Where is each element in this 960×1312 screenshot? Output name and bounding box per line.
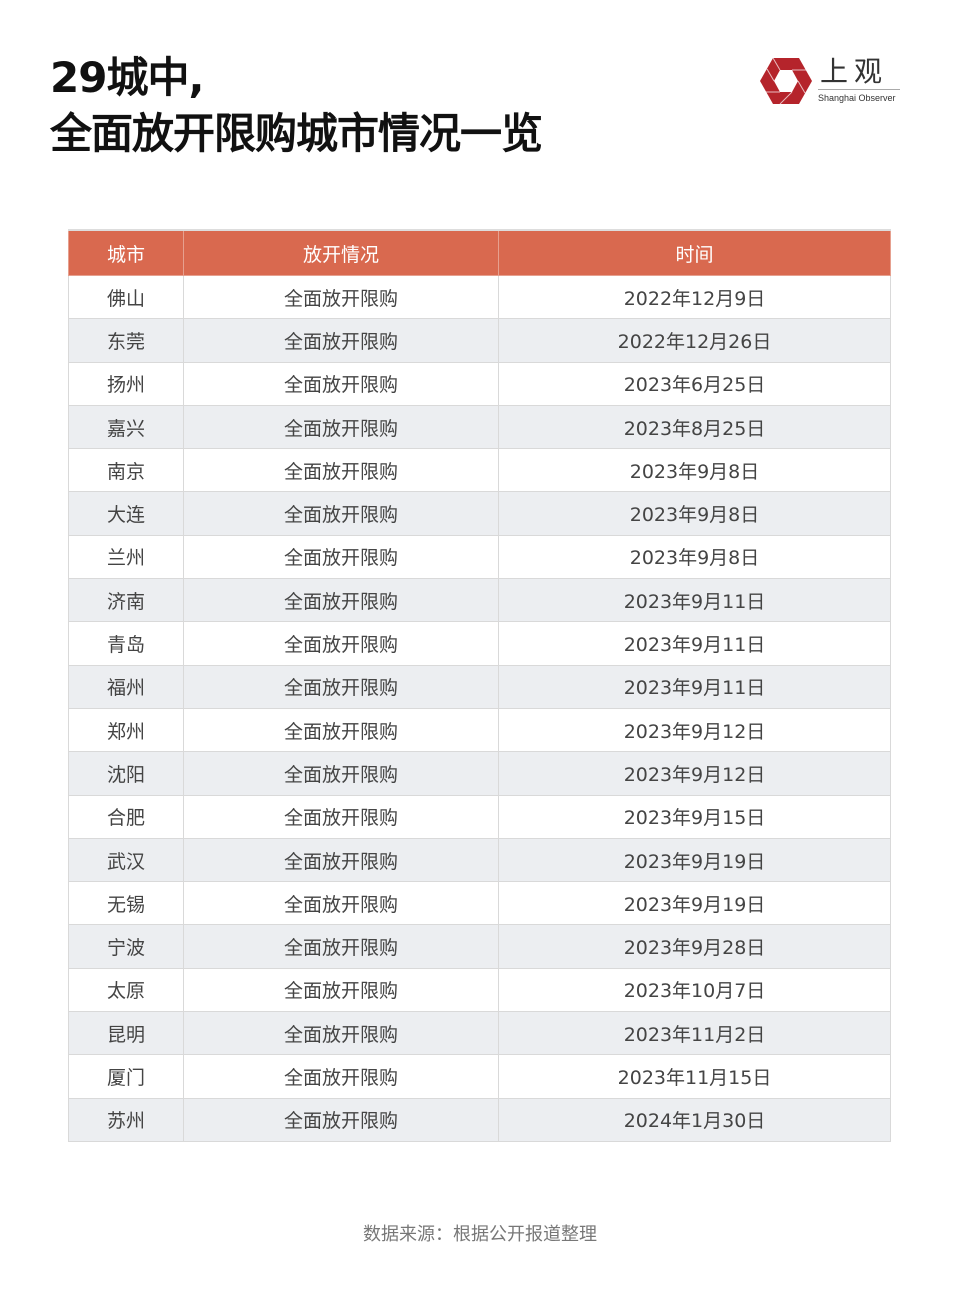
table-row: 南京 全面放开限购 2023年9月8日 (68, 448, 891, 493)
date-cell: 2023年9月15日 (498, 794, 891, 839)
status-cell: 全面放开限购 (183, 578, 499, 623)
date-cell: 2022年12月26日 (498, 318, 891, 363)
city-cell: 昆明 (68, 1011, 184, 1056)
title-line-2: 全面放开限购城市情况一览 (50, 109, 543, 158)
date-cell: 2023年6月25日 (498, 361, 891, 406)
status-cell: 全面放开限购 (183, 448, 499, 493)
status-cell: 全面放开限购 (183, 664, 499, 709)
date-cell: 2023年8月25日 (498, 404, 891, 450)
table-header-row: 城市 放开情况 时间 (68, 229, 891, 276)
table-row: 兰州 全面放开限购 2023年9月8日 (68, 534, 891, 580)
city-cell: 南京 (68, 448, 184, 493)
page-title: 29城中, 全面放开限购城市情况一览 (50, 50, 543, 162)
status-cell: 全面放开限购 (183, 837, 499, 883)
table-row: 合肥 全面放开限购 2023年9月15日 (68, 794, 891, 839)
status-cell: 全面放开限购 (183, 1011, 499, 1056)
logo-text-en: Shanghai Observer (818, 93, 896, 103)
table-row: 沈阳 全面放开限购 2023年9月12日 (68, 751, 891, 796)
date-cell: 2023年9月11日 (498, 578, 891, 623)
date-cell: 2023年11月15日 (498, 1054, 891, 1099)
table-row: 太原 全面放开限购 2023年10月7日 (68, 967, 891, 1013)
date-cell: 2024年1月30日 (498, 1097, 891, 1142)
table-row: 济南 全面放开限购 2023年9月11日 (68, 578, 891, 623)
date-cell: 2023年11月2日 (498, 1011, 891, 1056)
date-cell: 2023年9月19日 (498, 881, 891, 926)
status-cell: 全面放开限购 (183, 491, 499, 536)
city-cell: 合肥 (68, 794, 184, 839)
hexagon-logo-icon (760, 57, 812, 105)
city-cell: 兰州 (68, 534, 184, 580)
date-cell: 2023年9月28日 (498, 924, 891, 969)
status-cell: 全面放开限购 (183, 881, 499, 926)
city-cell: 沈阳 (68, 751, 184, 796)
table-row: 宁波 全面放开限购 2023年9月28日 (68, 924, 891, 969)
date-cell: 2023年9月11日 (498, 621, 891, 666)
city-cell: 东莞 (68, 318, 184, 363)
status-cell: 全面放开限购 (183, 751, 499, 796)
date-cell: 2023年9月12日 (498, 707, 891, 753)
city-cell: 济南 (68, 578, 184, 623)
status-cell: 全面放开限购 (183, 361, 499, 406)
logo-text-cn: 上观 (820, 55, 889, 88)
table-row: 大连 全面放开限购 2023年9月8日 (68, 491, 891, 536)
table-row: 郑州 全面放开限购 2023年9月12日 (68, 707, 891, 753)
header-status: 放开情况 (183, 229, 499, 276)
city-cell: 苏州 (68, 1097, 184, 1142)
city-cell: 青岛 (68, 621, 184, 666)
date-cell: 2023年10月7日 (498, 967, 891, 1013)
table-row: 福州 全面放开限购 2023年9月11日 (68, 664, 891, 709)
status-cell: 全面放开限购 (183, 967, 499, 1013)
table-row: 无锡 全面放开限购 2023年9月19日 (68, 881, 891, 926)
table-row: 厦门 全面放开限购 2023年11月15日 (68, 1054, 891, 1099)
source-note: 数据来源：根据公开报道整理 (363, 1224, 597, 1245)
status-cell: 全面放开限购 (183, 707, 499, 753)
city-cell: 嘉兴 (68, 404, 184, 450)
city-cell: 武汉 (68, 837, 184, 883)
city-cell: 宁波 (68, 924, 184, 969)
cities-table: 城市 放开情况 时间 佛山 全面放开限购 2022年12月9日 东莞 全面放开限购 202… (68, 229, 891, 1142)
status-cell: 全面放开限购 (183, 924, 499, 969)
city-cell: 扬州 (68, 361, 184, 406)
header-city: 城市 (68, 229, 184, 276)
status-cell: 全面放开限购 (183, 621, 499, 666)
table-row: 昆明 全面放开限购 2023年11月2日 (68, 1011, 891, 1056)
header-date: 时间 (498, 229, 891, 276)
title-line-1: 29城中, (50, 53, 204, 102)
date-cell: 2023年9月19日 (498, 837, 891, 883)
city-cell: 大连 (68, 491, 184, 536)
status-cell: 全面放开限购 (183, 318, 499, 363)
city-cell: 太原 (68, 967, 184, 1013)
city-cell: 无锡 (68, 881, 184, 926)
table-row: 佛山 全面放开限购 2022年12月9日 (68, 274, 891, 320)
table-row: 武汉 全面放开限购 2023年9月19日 (68, 837, 891, 883)
table-row: 东莞 全面放开限购 2022年12月26日 (68, 318, 891, 363)
city-cell: 佛山 (68, 274, 184, 320)
status-cell: 全面放开限购 (183, 274, 499, 320)
date-cell: 2023年9月12日 (498, 751, 891, 796)
city-cell: 郑州 (68, 707, 184, 753)
date-cell: 2023年9月11日 (498, 664, 891, 709)
city-cell: 福州 (68, 664, 184, 709)
table-row: 嘉兴 全面放开限购 2023年8月25日 (68, 404, 891, 450)
date-cell: 2023年9月8日 (498, 448, 891, 493)
city-cell: 厦门 (68, 1054, 184, 1099)
status-cell: 全面放开限购 (183, 404, 499, 450)
status-cell: 全面放开限购 (183, 534, 499, 580)
status-cell: 全面放开限购 (183, 1054, 499, 1099)
date-cell: 2023年9月8日 (498, 534, 891, 580)
date-cell: 2022年12月9日 (498, 274, 891, 320)
table-row: 扬州 全面放开限购 2023年6月25日 (68, 361, 891, 406)
status-cell: 全面放开限购 (183, 1097, 499, 1142)
table-row: 青岛 全面放开限购 2023年9月11日 (68, 621, 891, 666)
date-cell: 2023年9月8日 (498, 491, 891, 536)
shanghai-observer-logo: 上观 Shanghai Observer (760, 55, 905, 108)
table-row: 苏州 全面放开限购 2024年1月30日 (68, 1097, 891, 1142)
status-cell: 全面放开限购 (183, 794, 499, 839)
logo-divider (818, 89, 900, 90)
